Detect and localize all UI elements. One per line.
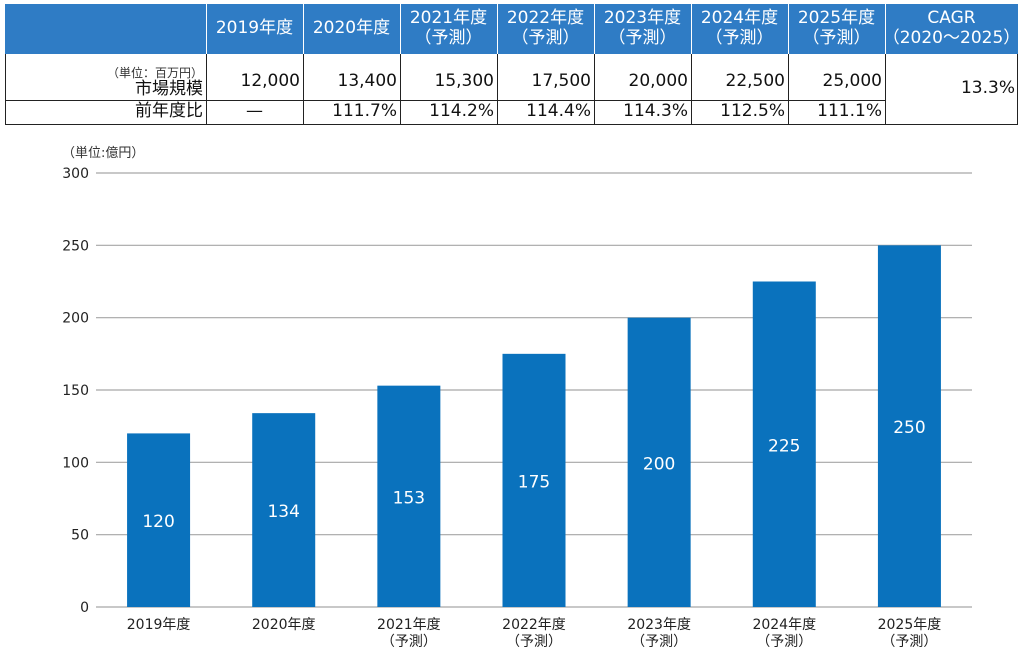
table-header-text: 2022年度 <box>506 8 585 29</box>
table-cell-yoy: — <box>246 101 263 122</box>
table-rule <box>5 100 885 101</box>
x-tick-label: 2024年度 <box>752 617 816 633</box>
table-cell-yoy: 114.4% <box>526 101 591 122</box>
table-header-cell: 2019年度 <box>206 4 303 54</box>
table-unit-note: （単位：百万円） <box>106 65 203 80</box>
table-header-text: 2024年度 <box>700 8 779 29</box>
x-tick-label: 2020年度 <box>252 617 316 633</box>
table-header-text: 2025年度 <box>797 8 876 29</box>
table-cell-market-size: 15,300 <box>434 71 494 92</box>
bar <box>877 245 941 608</box>
table-rule <box>691 54 692 124</box>
table-rule <box>303 54 304 124</box>
table-rule <box>788 54 789 124</box>
table-header-cell: 2024年度 （予測） <box>691 4 788 54</box>
table-header-text: 2023年度 <box>603 8 682 29</box>
header-separator <box>303 4 304 54</box>
table-header-corner <box>5 4 206 54</box>
bar <box>377 385 441 607</box>
table-header-text: 2021年度 <box>409 8 488 29</box>
bar-value-label: 120 <box>142 512 174 532</box>
table-header-cell: 2023年度 （予測） <box>594 4 691 54</box>
bar-value-label: 250 <box>893 418 925 438</box>
y-tick-label: 200 <box>62 311 89 327</box>
table-cell-market-size: 13,400 <box>337 71 397 92</box>
table-rule <box>594 54 595 124</box>
bar <box>252 413 316 607</box>
y-tick-label: 150 <box>62 383 89 399</box>
table-rule <box>497 54 498 124</box>
x-tick-label: 2023年度 <box>627 617 691 633</box>
table-cell-market-size: 22,500 <box>725 71 785 92</box>
x-tick-label: 2025年度 <box>878 617 942 633</box>
table-cell-market-size: 20,000 <box>628 71 688 92</box>
bar-value-label: 134 <box>267 502 299 522</box>
x-tick-label: （予測） <box>631 634 687 650</box>
row-label-market-size: （単位：百万円） 市場規模 <box>5 54 206 100</box>
table-cell-yoy: 114.2% <box>429 101 494 122</box>
bar <box>127 433 191 607</box>
table-header-text: 2020年度 <box>312 18 391 39</box>
table-cell-market-size: 25,000 <box>822 71 882 92</box>
table-rule <box>206 54 207 124</box>
x-tick-label: （予測） <box>756 634 812 650</box>
table-header-text: （予測） <box>705 28 774 48</box>
bar-value-label: 153 <box>393 488 425 508</box>
row-label-yoy: 前年度比 <box>135 101 203 122</box>
bar-value-label: 200 <box>643 454 675 474</box>
header-separator <box>206 4 207 54</box>
table-cell-market-size: 12,000 <box>240 71 300 92</box>
table-header-text: （予測） <box>608 28 677 48</box>
table-rule <box>400 54 401 124</box>
x-tick-label: （予測） <box>381 634 437 650</box>
bar <box>502 353 566 607</box>
chart-unit-label: （単位:億円） <box>62 146 145 161</box>
table-cell-yoy: 112.5% <box>720 101 785 122</box>
row-label-text: 市場規模 <box>135 79 203 100</box>
bar-value-label: 225 <box>768 436 800 456</box>
x-tick-label: 2019年度 <box>127 617 191 633</box>
table-header-cell: 2025年度 （予測） <box>788 4 885 54</box>
y-tick-label: 50 <box>71 528 89 544</box>
table-rule <box>5 54 6 124</box>
table-header-text: CAGR <box>927 8 976 29</box>
x-tick-label: 2021年度 <box>377 617 441 633</box>
bar <box>627 317 691 607</box>
table-rule <box>1017 54 1018 124</box>
header-separator <box>400 4 401 54</box>
table-header-text: （予測） <box>414 28 483 48</box>
table-header-text: （予測） <box>511 28 580 48</box>
table-rule <box>885 54 886 124</box>
x-tick-label: （予測） <box>506 634 562 650</box>
table-cell-yoy: 114.3% <box>623 101 688 122</box>
table-cell-market-size: 17,500 <box>531 71 591 92</box>
header-separator <box>885 4 886 54</box>
table-header-text: （予測） <box>802 28 871 48</box>
header-separator <box>788 4 789 54</box>
bar <box>752 281 816 607</box>
table-header-cell: 2021年度 （予測） <box>400 4 497 54</box>
x-tick-label: 2022年度 <box>502 617 566 633</box>
header-separator <box>594 4 595 54</box>
bar-value-label: 175 <box>518 472 550 492</box>
header-separator <box>691 4 692 54</box>
x-tick-label: （予測） <box>881 634 937 650</box>
table-header-cell: 2022年度 （予測） <box>497 4 594 54</box>
table-header-cell: CAGR （2020～2025） <box>882 4 1021 54</box>
y-tick-label: 300 <box>62 166 89 182</box>
header-separator <box>497 4 498 54</box>
table-header-text: 2019年度 <box>215 18 294 39</box>
y-tick-label: 0 <box>80 600 89 616</box>
table-cell-yoy: 111.1% <box>817 101 882 122</box>
table-cell-yoy: 111.7% <box>332 101 397 122</box>
y-tick-label: 100 <box>62 455 89 471</box>
market-size-table: 2019年度 2020年度 2021年度 （予測） 2022年度 （予測） 2023年度 （予… <box>5 4 1021 128</box>
table-header-cell: 2020年度 <box>303 4 400 54</box>
table-cell-cagr: 13.3% <box>960 78 1015 99</box>
table-rule <box>5 124 1018 125</box>
y-tick-label: 250 <box>62 238 89 254</box>
table-header-text: （2020～2025） <box>882 28 1021 48</box>
